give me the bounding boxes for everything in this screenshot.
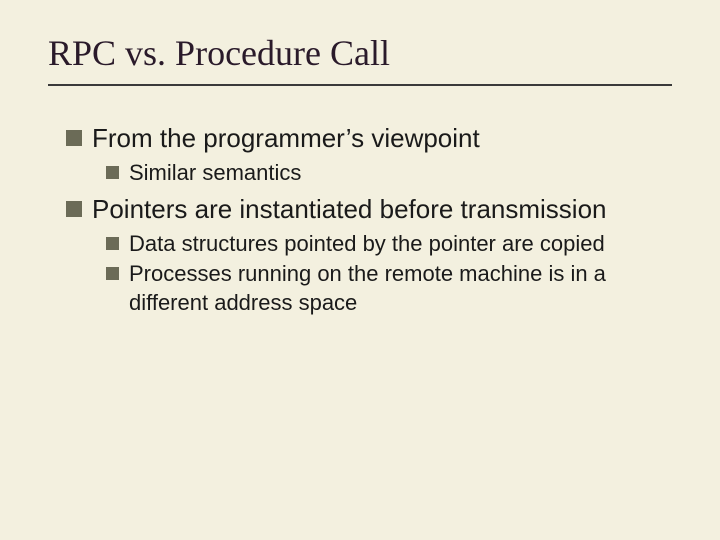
bullet-l1: From the programmer’s viewpoint [66, 122, 672, 155]
bullet-l2: Similar semantics [106, 159, 672, 188]
slide-title: RPC vs. Procedure Call [48, 32, 672, 86]
bullet-group-2: Pointers are instantiated before transmi… [48, 193, 672, 317]
square-bullet-icon [66, 130, 82, 146]
square-bullet-icon [66, 201, 82, 217]
bullet-text: Processes running on the remote machine … [129, 260, 672, 317]
bullet-text: From the programmer’s viewpoint [92, 122, 672, 155]
bullet-text: Similar semantics [129, 159, 672, 188]
bullet-text: Pointers are instantiated before transmi… [92, 193, 672, 226]
bullet-l2: Data structures pointed by the pointer a… [106, 230, 672, 259]
square-bullet-icon [106, 267, 119, 280]
bullet-group-1: From the programmer’s viewpoint Similar … [48, 122, 672, 187]
bullet-l2: Processes running on the remote machine … [106, 260, 672, 317]
bullet-text: Data structures pointed by the pointer a… [129, 230, 672, 259]
bullet-l1: Pointers are instantiated before transmi… [66, 193, 672, 226]
square-bullet-icon [106, 166, 119, 179]
square-bullet-icon [106, 237, 119, 250]
